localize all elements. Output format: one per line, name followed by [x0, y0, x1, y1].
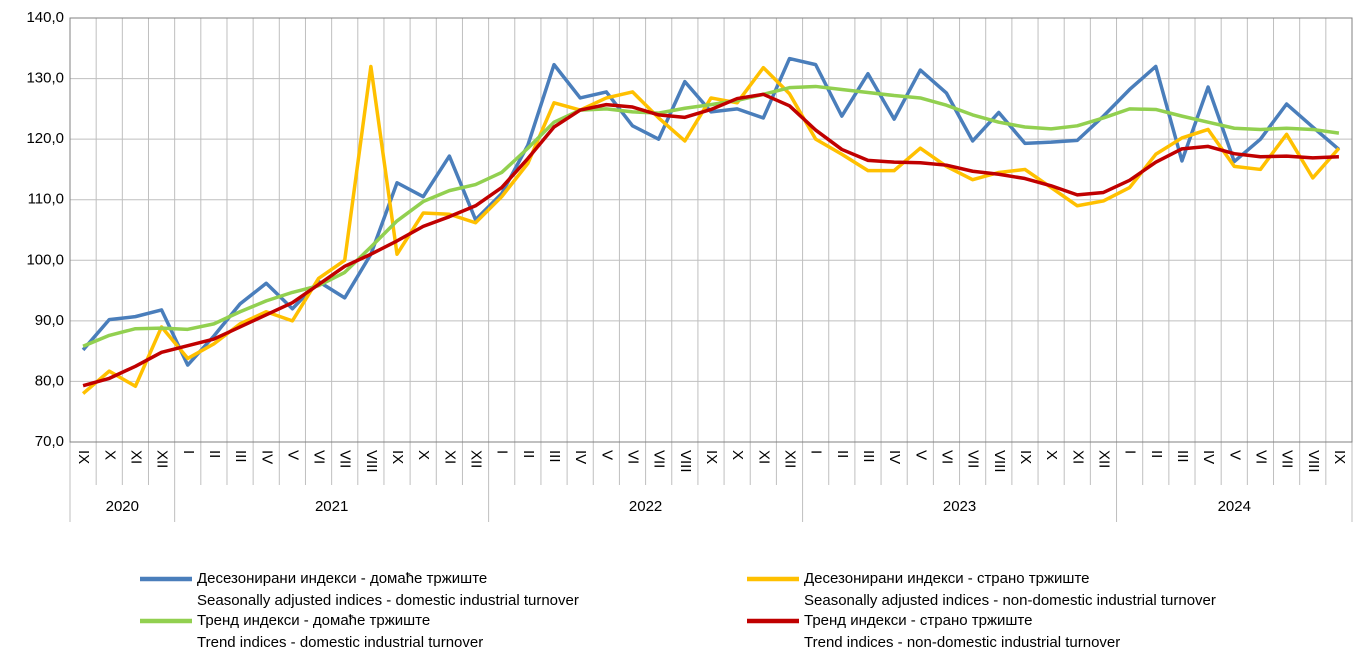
x-tick-label: IX — [703, 450, 720, 464]
x-tick-label: XII — [1095, 450, 1112, 468]
x-tick-label: III — [546, 450, 563, 463]
legend-label-en: Trend indices - non-domestic industrial … — [804, 634, 1120, 651]
x-tick-label: IX — [75, 450, 92, 464]
year-label: 2024 — [1218, 498, 1251, 515]
x-tick-label: V — [598, 450, 615, 460]
y-tick-label: 80,0 — [35, 372, 64, 389]
x-tick-label: X — [101, 450, 118, 460]
series-line — [82, 84, 1340, 348]
y-tick-label: 110,0 — [28, 191, 64, 208]
x-tick-label: II — [520, 450, 537, 458]
x-tick-label: IV — [886, 450, 903, 464]
x-tick-label: IX — [1017, 450, 1034, 464]
x-tick-label: VIII — [991, 450, 1008, 473]
x-tick-label: V — [912, 450, 929, 460]
year-label: 2021 — [315, 498, 348, 515]
legend-label: Десезонирани индекси - домаће тржиште — [197, 570, 487, 587]
y-tick-label: 100,0 — [26, 251, 64, 268]
x-tick-label: VI — [625, 450, 642, 464]
y-tick-label: 140,0 — [26, 9, 64, 26]
x-tick-label: III — [1174, 450, 1191, 463]
legend-label-en: Seasonally adjusted indices - domestic i… — [197, 592, 579, 609]
x-tick-label: XI — [755, 450, 772, 464]
x-tick-label: V — [1226, 450, 1243, 460]
x-tick-label: I — [494, 450, 511, 454]
series-line — [82, 92, 1339, 388]
x-tick-label: VIII — [677, 450, 694, 473]
year-label: 2022 — [629, 498, 662, 515]
x-tick-label: X — [415, 450, 432, 460]
x-tick-label: II — [1148, 450, 1165, 458]
x-tick-label: IX — [1331, 450, 1348, 464]
x-tick-label: V — [284, 450, 301, 460]
x-tick-label: II — [206, 450, 223, 458]
x-tick-label: IX — [389, 450, 406, 464]
y-tick-label: 120,0 — [26, 130, 64, 147]
x-tick-label: X — [1043, 450, 1060, 460]
x-tick-label: X — [729, 450, 746, 460]
x-tick-label: XII — [782, 450, 799, 468]
series-line — [81, 64, 1341, 395]
x-tick-label: VIII — [1305, 450, 1322, 473]
x-tick-label: VII — [337, 450, 354, 468]
series-line — [81, 56, 1341, 367]
x-tick-label: XI — [127, 450, 144, 464]
x-tick-label: II — [834, 450, 851, 458]
x-tick-label: III — [232, 450, 249, 463]
x-tick-label: IV — [572, 450, 589, 464]
x-tick-label: I — [808, 450, 825, 454]
legend-label: Тренд индекси - домаће тржиште — [197, 612, 430, 629]
y-tick-label: 90,0 — [35, 312, 64, 329]
x-tick-label: IV — [1200, 450, 1217, 464]
x-tick-label: I — [1122, 450, 1139, 454]
x-tick-label: VII — [651, 450, 668, 468]
legend-label: Десезонирани индекси - страно тржиште — [804, 570, 1090, 587]
x-tick-label: VI — [311, 450, 328, 464]
x-tick-label: VIII — [363, 450, 380, 473]
x-tick-label: XII — [154, 450, 171, 468]
x-tick-label: VI — [1252, 450, 1269, 464]
x-tick-label: I — [180, 450, 197, 454]
legend-label-en: Trend indices - domestic industrial turn… — [197, 634, 483, 651]
year-label: 2023 — [943, 498, 976, 515]
x-tick-label: VI — [939, 450, 956, 464]
year-label: 2020 — [106, 498, 139, 515]
x-tick-label: VII — [1279, 450, 1296, 468]
x-tick-label: III — [860, 450, 877, 463]
legend-label: Тренд индекси - страно тржиште — [804, 612, 1032, 629]
x-tick-label: VII — [965, 450, 982, 468]
x-tick-label: XI — [1069, 450, 1086, 464]
x-tick-label: XII — [468, 450, 485, 468]
y-tick-label: 70,0 — [35, 433, 64, 450]
x-tick-label: IV — [258, 450, 275, 464]
x-tick-label: XI — [441, 450, 458, 464]
y-tick-label: 130,0 — [26, 70, 64, 87]
plot-border — [69, 17, 1353, 443]
legend-label-en: Seasonally adjusted indices - non-domest… — [804, 592, 1216, 609]
